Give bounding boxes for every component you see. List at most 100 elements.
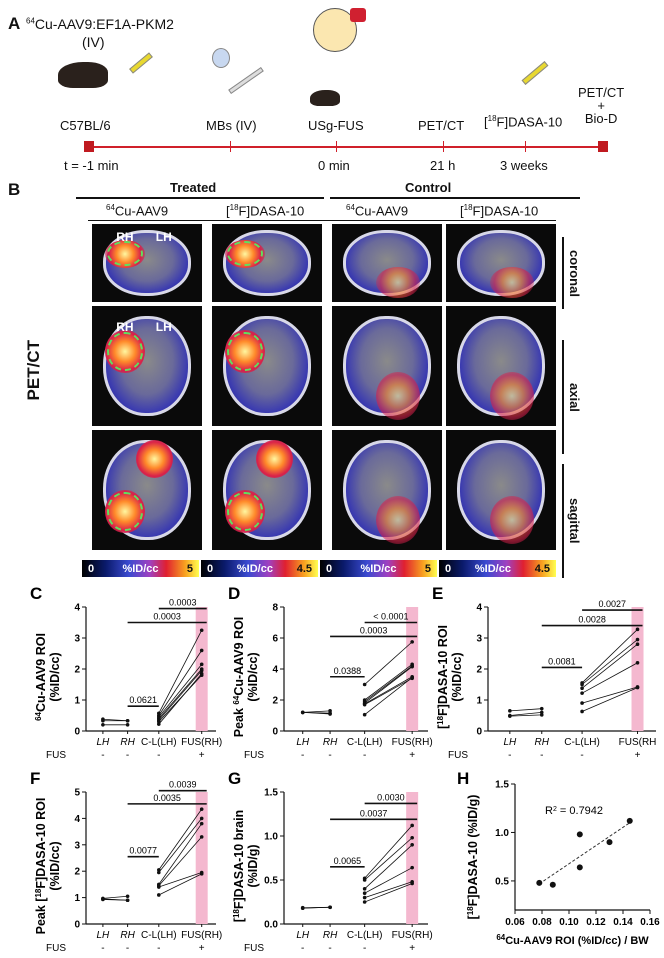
pet-ct-image [212,306,322,426]
fus-sign: + [635,750,641,761]
x-tick-label: 0.10 [559,917,579,928]
fus-sign: - [157,943,160,954]
group-treated: Treated [170,180,217,195]
r2-part: 2 [553,806,557,813]
pet-ct-image [446,306,556,426]
data-point [580,691,584,695]
y-tick-label: 5 [74,788,80,799]
event-fus: USg-FUS [308,118,364,133]
uptake-region [376,372,420,420]
data-point [606,839,613,846]
x-category-label: C-L(LH) [347,930,383,941]
data-point [580,709,584,714]
x-tick-label: 0.16 [640,917,660,928]
data-point [300,905,305,910]
data-point [576,831,583,838]
title-text: Cu-AAV9:EF1A-PKM2 [34,16,174,32]
col-pre: [ [226,203,230,219]
fus-sign: - [540,750,543,761]
paired-line [158,808,203,871]
data-point [410,835,414,840]
time-start: t = -1 min [64,158,119,173]
ylabel-sup: 18 [34,888,43,897]
x-category-label: FUS(RH) [181,737,222,748]
y-axis-label: Peak [18F]DASA-10 ROI [34,798,49,935]
y-tick-label: 1 [74,893,80,904]
paired-line [364,666,413,704]
x-tick-label: 0.08 [532,917,552,928]
y-tick-label: 2 [74,867,80,878]
data-point [410,881,414,886]
event-dasa: [18F]DASA-10 [484,114,562,129]
p-value: 0.0003 [360,625,388,635]
fus-sign: - [580,750,583,761]
y-axis-label: [18F]DASA-10 brain [232,810,247,922]
t: Bio-D [584,111,618,126]
panel-letter: C [30,584,42,603]
mouse-icon [58,62,108,88]
ylabel-main: F]DASA-10 (%ID/g) [466,795,480,907]
paired-line [158,872,202,888]
data-point [635,627,640,632]
y-tick-label: 0 [74,920,80,931]
colorbar-min: 0 [88,562,95,575]
ylabel-pre: [ [466,914,480,919]
data-point [580,682,584,687]
colorbar-max: 5 [186,562,193,575]
col-pre: [ [460,203,464,219]
fus-sign: + [199,943,205,954]
fus-sign: + [409,750,415,761]
p-value: 0.0039 [169,780,197,790]
col-sup: 64 [346,203,355,212]
col-text: F]DASA-10 [472,203,539,219]
ylabel-main: F]DASA-10 ROI [436,625,450,716]
x-category-label: C-L(LH) [141,930,177,941]
ylabel-sup: 64 [34,711,43,720]
x-category-label: C-L(LH) [564,737,600,748]
y-tick-label: 6 [272,634,278,645]
rh-label: RH [116,230,134,245]
p-value: 0.0003 [153,612,181,622]
uptake-region [376,496,420,544]
y-axis-label: [18F]DASA-10 ROI [436,625,451,729]
fus-sign: + [199,750,205,761]
fus-sign: + [409,943,415,954]
panel-b-label: B [8,180,21,199]
col-sup: 18 [463,203,473,212]
panel-letter: E [432,584,443,603]
ylabel-pre: Peak [232,705,246,738]
x-category-label: FUS(RH [619,737,657,748]
roi-circle [227,241,263,267]
y-axis-label-line2: (%ID/cc) [450,652,464,701]
pet-ct-image [212,224,322,302]
x-category-label: FUS(RH) [392,737,433,748]
y-tick-label: 2 [476,665,482,676]
y-tick-label: 1.5 [495,780,509,791]
xlabel-sup: 64 [496,933,505,942]
paired-line [158,818,203,873]
fus-sign: - [328,750,331,761]
colorbar-min: 0 [445,562,452,575]
ylabel-main: F]DASA-10 brain [232,810,246,909]
event-final: PET/CT + Bio-D [578,86,624,125]
chart-G: G [18F]DASA-10 brain (%ID/g) 0.0 0.5 1.0 1.5 LH… [228,769,433,954]
fus-sign: - [101,943,104,954]
data-point [539,710,544,715]
fit-line [539,822,631,885]
col-text: F]DASA-10 [238,203,305,219]
fus-sign: - [508,750,511,761]
skull [223,439,311,541]
paired-line [158,664,203,718]
y-tick-label: 2 [272,696,278,707]
roi-circle [107,241,143,267]
paired-line [364,677,413,716]
data-point [125,723,130,727]
time-zero: 0 min [318,158,350,173]
paired-line [364,844,413,890]
y-tick-label: 0 [74,727,80,738]
panel-letter: F [30,769,40,788]
x-category-label: RH [120,930,135,941]
paired-line [509,712,542,716]
x-category-label: C-L(LH) [347,737,383,748]
fus-sign: - [301,750,304,761]
